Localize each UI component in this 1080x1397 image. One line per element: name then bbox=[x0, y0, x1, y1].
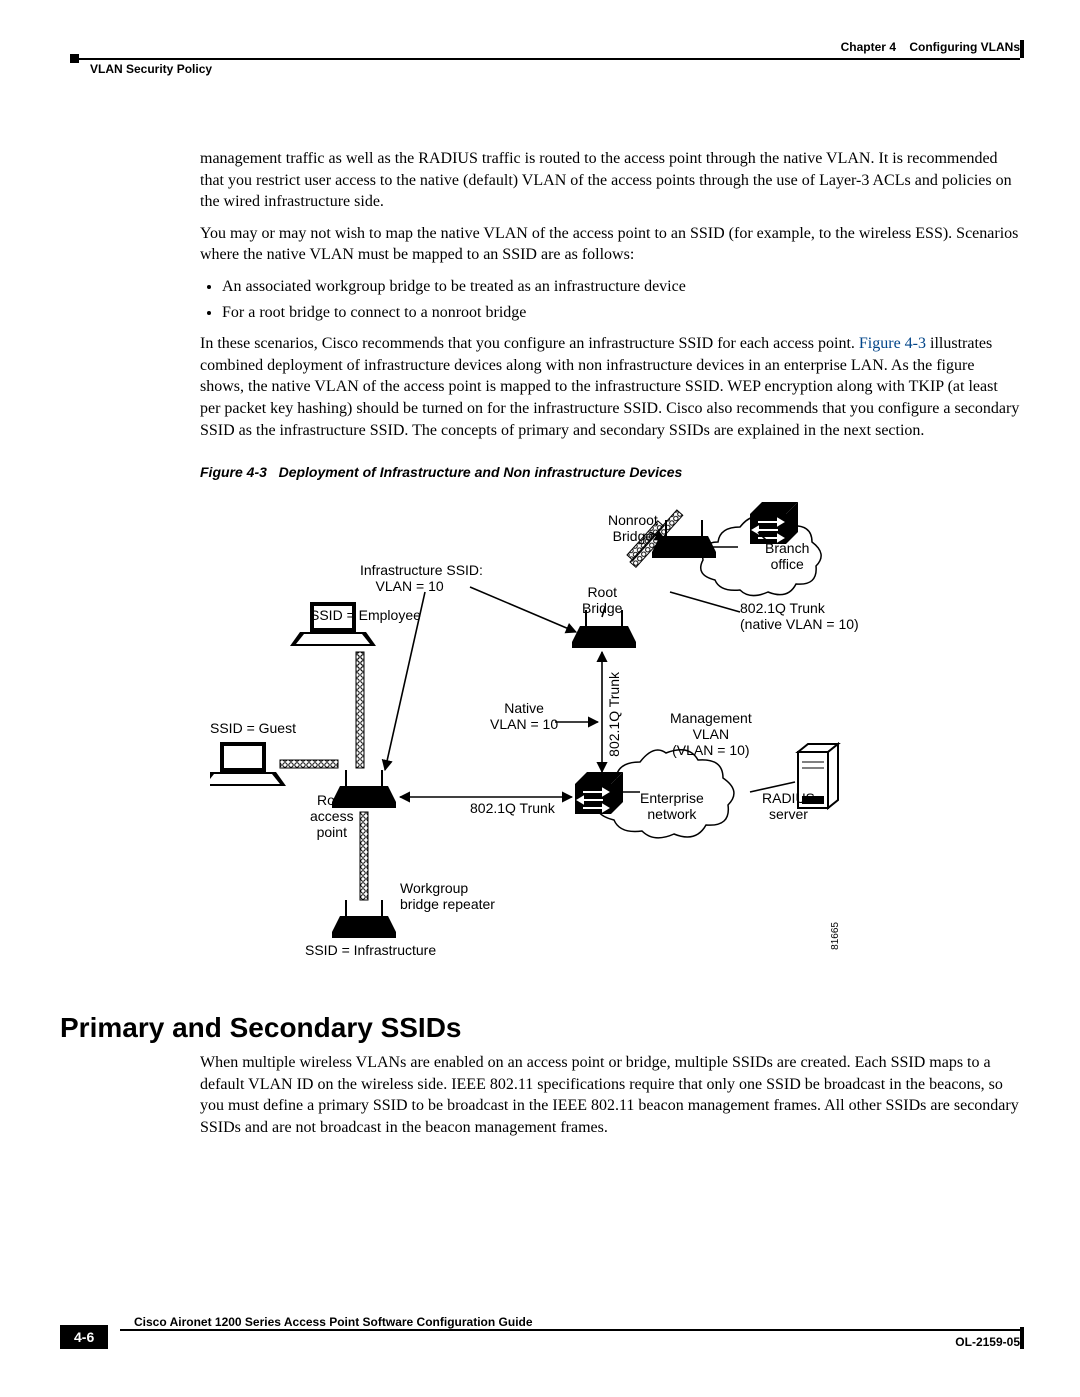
ap-icon bbox=[332, 900, 396, 938]
figure-caption: Figure 4-3 Deployment of Infrastructure … bbox=[200, 463, 1020, 482]
chapter-label: Chapter 4 bbox=[841, 40, 896, 54]
header-bar-icon bbox=[1020, 40, 1024, 58]
page-header: Chapter 4 Configuring VLANs VLAN Securit… bbox=[60, 30, 1020, 70]
figure-reference-link[interactable]: Figure 4-3 bbox=[859, 335, 926, 352]
footer-bar-icon bbox=[1020, 1327, 1024, 1349]
switch-icon bbox=[575, 772, 623, 814]
section2-content: When multiple wireless VLANs are enabled… bbox=[200, 1052, 1020, 1138]
paragraph: When multiple wireless VLANs are enabled… bbox=[200, 1052, 1020, 1138]
header-rule bbox=[70, 58, 1020, 60]
label-nonroot-bridge: NonrootBridge bbox=[608, 512, 658, 544]
chapter-title: Configuring VLANs bbox=[909, 40, 1020, 54]
page-number: 4-6 bbox=[60, 1325, 108, 1349]
label-mgmt-vlan: ManagementVLAN(VLAN = 10) bbox=[670, 710, 752, 758]
bullet-list: An associated workgroup bridge to be tre… bbox=[200, 276, 1020, 323]
switch-icon bbox=[750, 502, 798, 544]
label-ssid-employee: SSID = Employee bbox=[310, 607, 421, 623]
footer-book-title: Cisco Aironet 1200 Series Access Point S… bbox=[130, 1315, 537, 1329]
figure-id: 81665 bbox=[830, 922, 842, 950]
paragraph: You may or may not wish to map the nativ… bbox=[200, 223, 1020, 266]
list-item: An associated workgroup bridge to be tre… bbox=[222, 276, 1020, 298]
label-ssid-guest: SSID = Guest bbox=[210, 720, 296, 736]
page-footer: Cisco Aironet 1200 Series Access Point S… bbox=[60, 1329, 1020, 1369]
header-chapter: Chapter 4 Configuring VLANs bbox=[841, 40, 1020, 54]
label-trunk-vertical: 802.1Q Trunk bbox=[606, 672, 622, 757]
section-heading: Primary and Secondary SSIDs bbox=[60, 1012, 1020, 1044]
label-trunk-native: 802.1Q Trunk(native VLAN = 10) bbox=[740, 600, 859, 632]
label-branch-office: Branchoffice bbox=[765, 540, 809, 572]
footer-doc-id: OL-2159-05 bbox=[955, 1335, 1020, 1349]
label-radius: RADIUSserver bbox=[762, 790, 815, 822]
label-trunk-bottom: 802.1Q Trunk bbox=[470, 800, 555, 816]
label-root-ap: Rootaccesspoint bbox=[310, 792, 354, 840]
footer-rule bbox=[120, 1329, 1020, 1331]
label-wg-bridge: Workgroupbridge repeater bbox=[400, 880, 495, 912]
label-enterprise: Enterprisenetwork bbox=[640, 790, 704, 822]
figure-diagram: NonrootBridge Branchoffice Infrastructur… bbox=[210, 492, 870, 972]
label-root-bridge: RootBridge bbox=[582, 584, 622, 616]
paragraph: management traffic as well as the RADIUS… bbox=[200, 148, 1020, 213]
laptop-icon bbox=[210, 742, 286, 786]
list-item: For a root bridge to connect to a nonroo… bbox=[222, 302, 1020, 324]
label-native-vlan: NativeVLAN = 10 bbox=[490, 700, 558, 732]
page: Chapter 4 Configuring VLANs VLAN Securit… bbox=[0, 0, 1080, 1397]
label-infra-ssid: Infrastructure SSID: VLAN = 10 bbox=[360, 562, 483, 594]
paragraph: In these scenarios, Cisco recommends tha… bbox=[200, 333, 1020, 441]
header-section: VLAN Security Policy bbox=[90, 62, 212, 76]
body-content: management traffic as well as the RADIUS… bbox=[200, 148, 1020, 972]
label-ssid-infra: SSID = Infrastructure bbox=[305, 942, 436, 958]
